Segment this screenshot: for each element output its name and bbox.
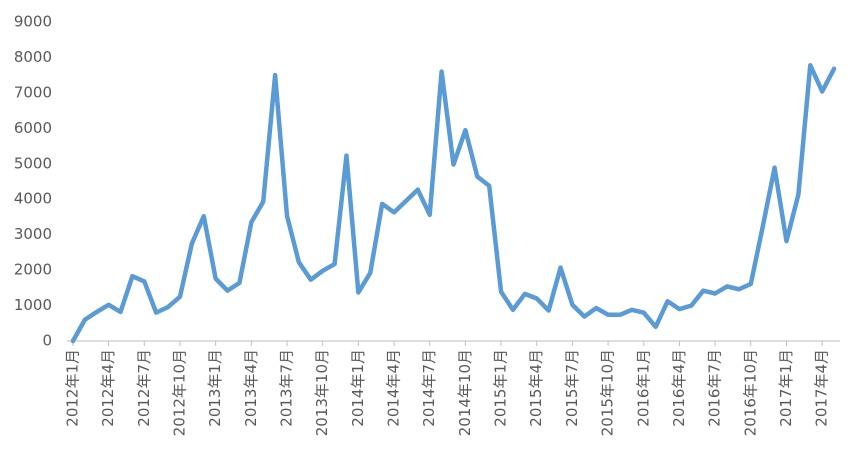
x-tick-label: 2014年10月 xyxy=(456,349,474,436)
x-tick-label: 2015年1月 xyxy=(492,349,510,427)
x-tick-label: 2014年1月 xyxy=(349,349,367,427)
y-tick-label: 6000 xyxy=(14,119,52,137)
x-tick-label: 2012年7月 xyxy=(135,349,153,427)
x-tick-label: 2015年4月 xyxy=(527,349,545,427)
y-tick-label: 2000 xyxy=(14,261,52,279)
x-tick-label: 2016年7月 xyxy=(706,349,724,427)
x-tick-label: 2017年1月 xyxy=(777,349,795,427)
x-tick-label: 2012年4月 xyxy=(99,349,117,427)
x-tick-label: 2013年4月 xyxy=(242,349,260,427)
y-tick-label: 1000 xyxy=(14,296,52,314)
x-tick-label: 2013年1月 xyxy=(206,349,224,427)
x-tick-label: 2013年10月 xyxy=(313,349,331,436)
x-tick-label: 2016年1月 xyxy=(634,349,652,427)
x-tick-label: 2012年10月 xyxy=(170,349,188,436)
y-tick-label: 7000 xyxy=(14,83,52,101)
x-tick-label: 2017年4月 xyxy=(813,349,831,427)
x-tick-label: 2016年10月 xyxy=(741,349,759,436)
y-tick-label: 0 xyxy=(42,332,52,350)
y-tick-label: 9000 xyxy=(14,13,52,31)
y-tick-label: 8000 xyxy=(14,48,52,66)
x-tick-label: 2015年7月 xyxy=(563,349,581,427)
y-tick-label: 4000 xyxy=(14,190,52,208)
y-tick-label: 5000 xyxy=(14,154,52,172)
x-tick-label: 2016年4月 xyxy=(670,349,688,427)
x-tick-label: 2015年10月 xyxy=(599,349,617,436)
x-tick-label: 2012年1月 xyxy=(63,349,81,427)
x-tick-label: 2013年7月 xyxy=(278,349,296,427)
x-tick-label: 2014年7月 xyxy=(420,349,438,427)
data-line xyxy=(70,62,837,344)
x-tick-label: 2014年4月 xyxy=(385,349,403,427)
y-tick-label: 3000 xyxy=(14,225,52,243)
